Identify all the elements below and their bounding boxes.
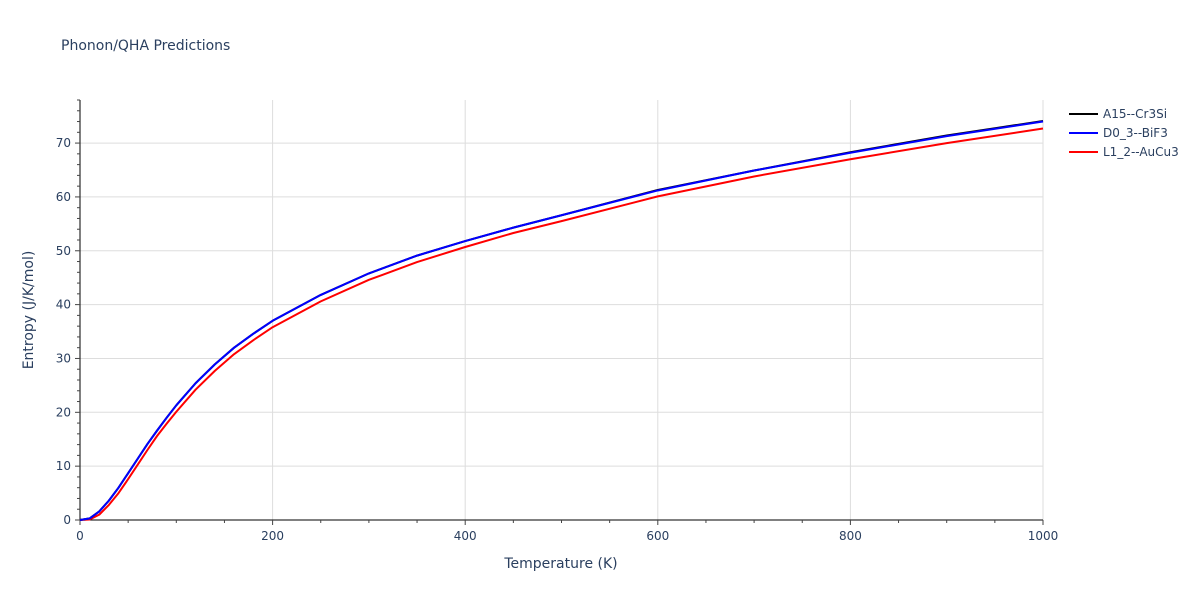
- y-tick-label: 20: [56, 405, 71, 419]
- x-tick-label: 0: [76, 529, 84, 543]
- x-tick-label: 800: [839, 529, 862, 543]
- y-tick-label: 60: [56, 190, 71, 204]
- x-tick-label: 400: [454, 529, 477, 543]
- axes: [75, 99, 1044, 525]
- y-axis-title: Entropy (J/K/mol): [21, 251, 37, 370]
- y-tick-label: 50: [56, 244, 71, 258]
- series-line-l1-2-aucu3: [79, 127, 1044, 521]
- x-axis-title: Temperature (K): [503, 556, 617, 572]
- legend-item-a15-cr3si[interactable]: A15--Cr3Si: [1069, 107, 1167, 121]
- series-line-d0-3-bif3: [79, 120, 1044, 521]
- y-tick-label: 70: [56, 136, 71, 150]
- x-tick-label: 200: [261, 529, 284, 543]
- tick-labels: 0 200 400 600 800 1000 0 10 20 30 40 50 60 70: [56, 136, 1059, 543]
- legend-label: D0_3--BiF3: [1103, 126, 1168, 140]
- series-lines: [79, 120, 1044, 521]
- y-tick-label: 0: [63, 513, 71, 527]
- y-tick-label: 30: [56, 351, 71, 365]
- x-tick-label: 600: [646, 529, 669, 543]
- chart-title: Phonon/QHA Predictions: [61, 38, 230, 54]
- x-tick-label: 1000: [1028, 529, 1059, 543]
- legend-label: A15--Cr3Si: [1103, 107, 1167, 121]
- legend-item-l1-2-aucu3[interactable]: L1_2--AuCu3: [1069, 145, 1179, 159]
- y-tick-label: 10: [56, 459, 71, 473]
- legend[interactable]: A15--Cr3Si D0_3--BiF3 L1_2--AuCu3: [1069, 107, 1179, 159]
- legend-label: L1_2--AuCu3: [1103, 145, 1179, 159]
- legend-item-d0-3-bif3[interactable]: D0_3--BiF3: [1069, 126, 1168, 140]
- grid: [80, 100, 1044, 520]
- y-tick-label: 40: [56, 298, 71, 312]
